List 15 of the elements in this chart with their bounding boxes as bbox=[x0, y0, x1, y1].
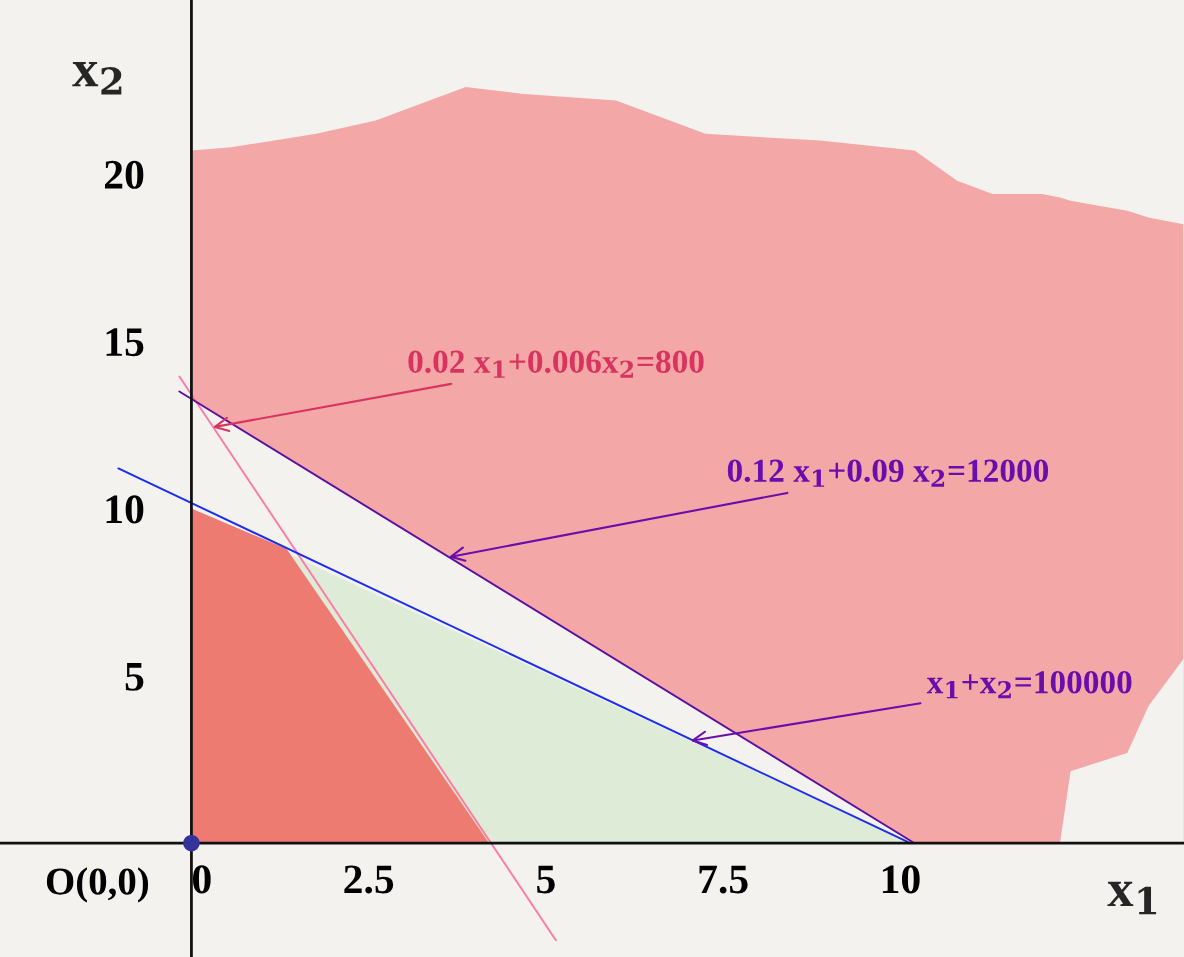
annotation: x$_{1}$+x$_{2}$=100000 bbox=[926, 670, 1132, 699]
y-tick-label: 10 bbox=[106, 495, 144, 524]
x-tick-label: 0 bbox=[193, 865, 211, 894]
x-tick-label: 5 bbox=[537, 865, 555, 894]
y-axis-title: x$_{2}$ bbox=[72, 62, 122, 95]
annotation: O(0,0) bbox=[46, 867, 149, 903]
x-tick-label: 7.5 bbox=[699, 865, 748, 894]
annotation: 0.12 x$_{1}$+0.09 x$_{2}$=12000 bbox=[727, 459, 1049, 487]
y-tick-label: 20 bbox=[104, 160, 144, 189]
x-axis-title: x$_{1}$ bbox=[1107, 881, 1157, 915]
annotation: 0.02 x$_{1}$+0.006x$_{2}$=800 bbox=[408, 350, 704, 378]
y-tick-label: 5 bbox=[125, 663, 144, 691]
x-tick-label: 10 bbox=[882, 865, 920, 894]
x-tick-label: 2.5 bbox=[344, 865, 394, 894]
y-tick-label: 15 bbox=[106, 328, 144, 357]
